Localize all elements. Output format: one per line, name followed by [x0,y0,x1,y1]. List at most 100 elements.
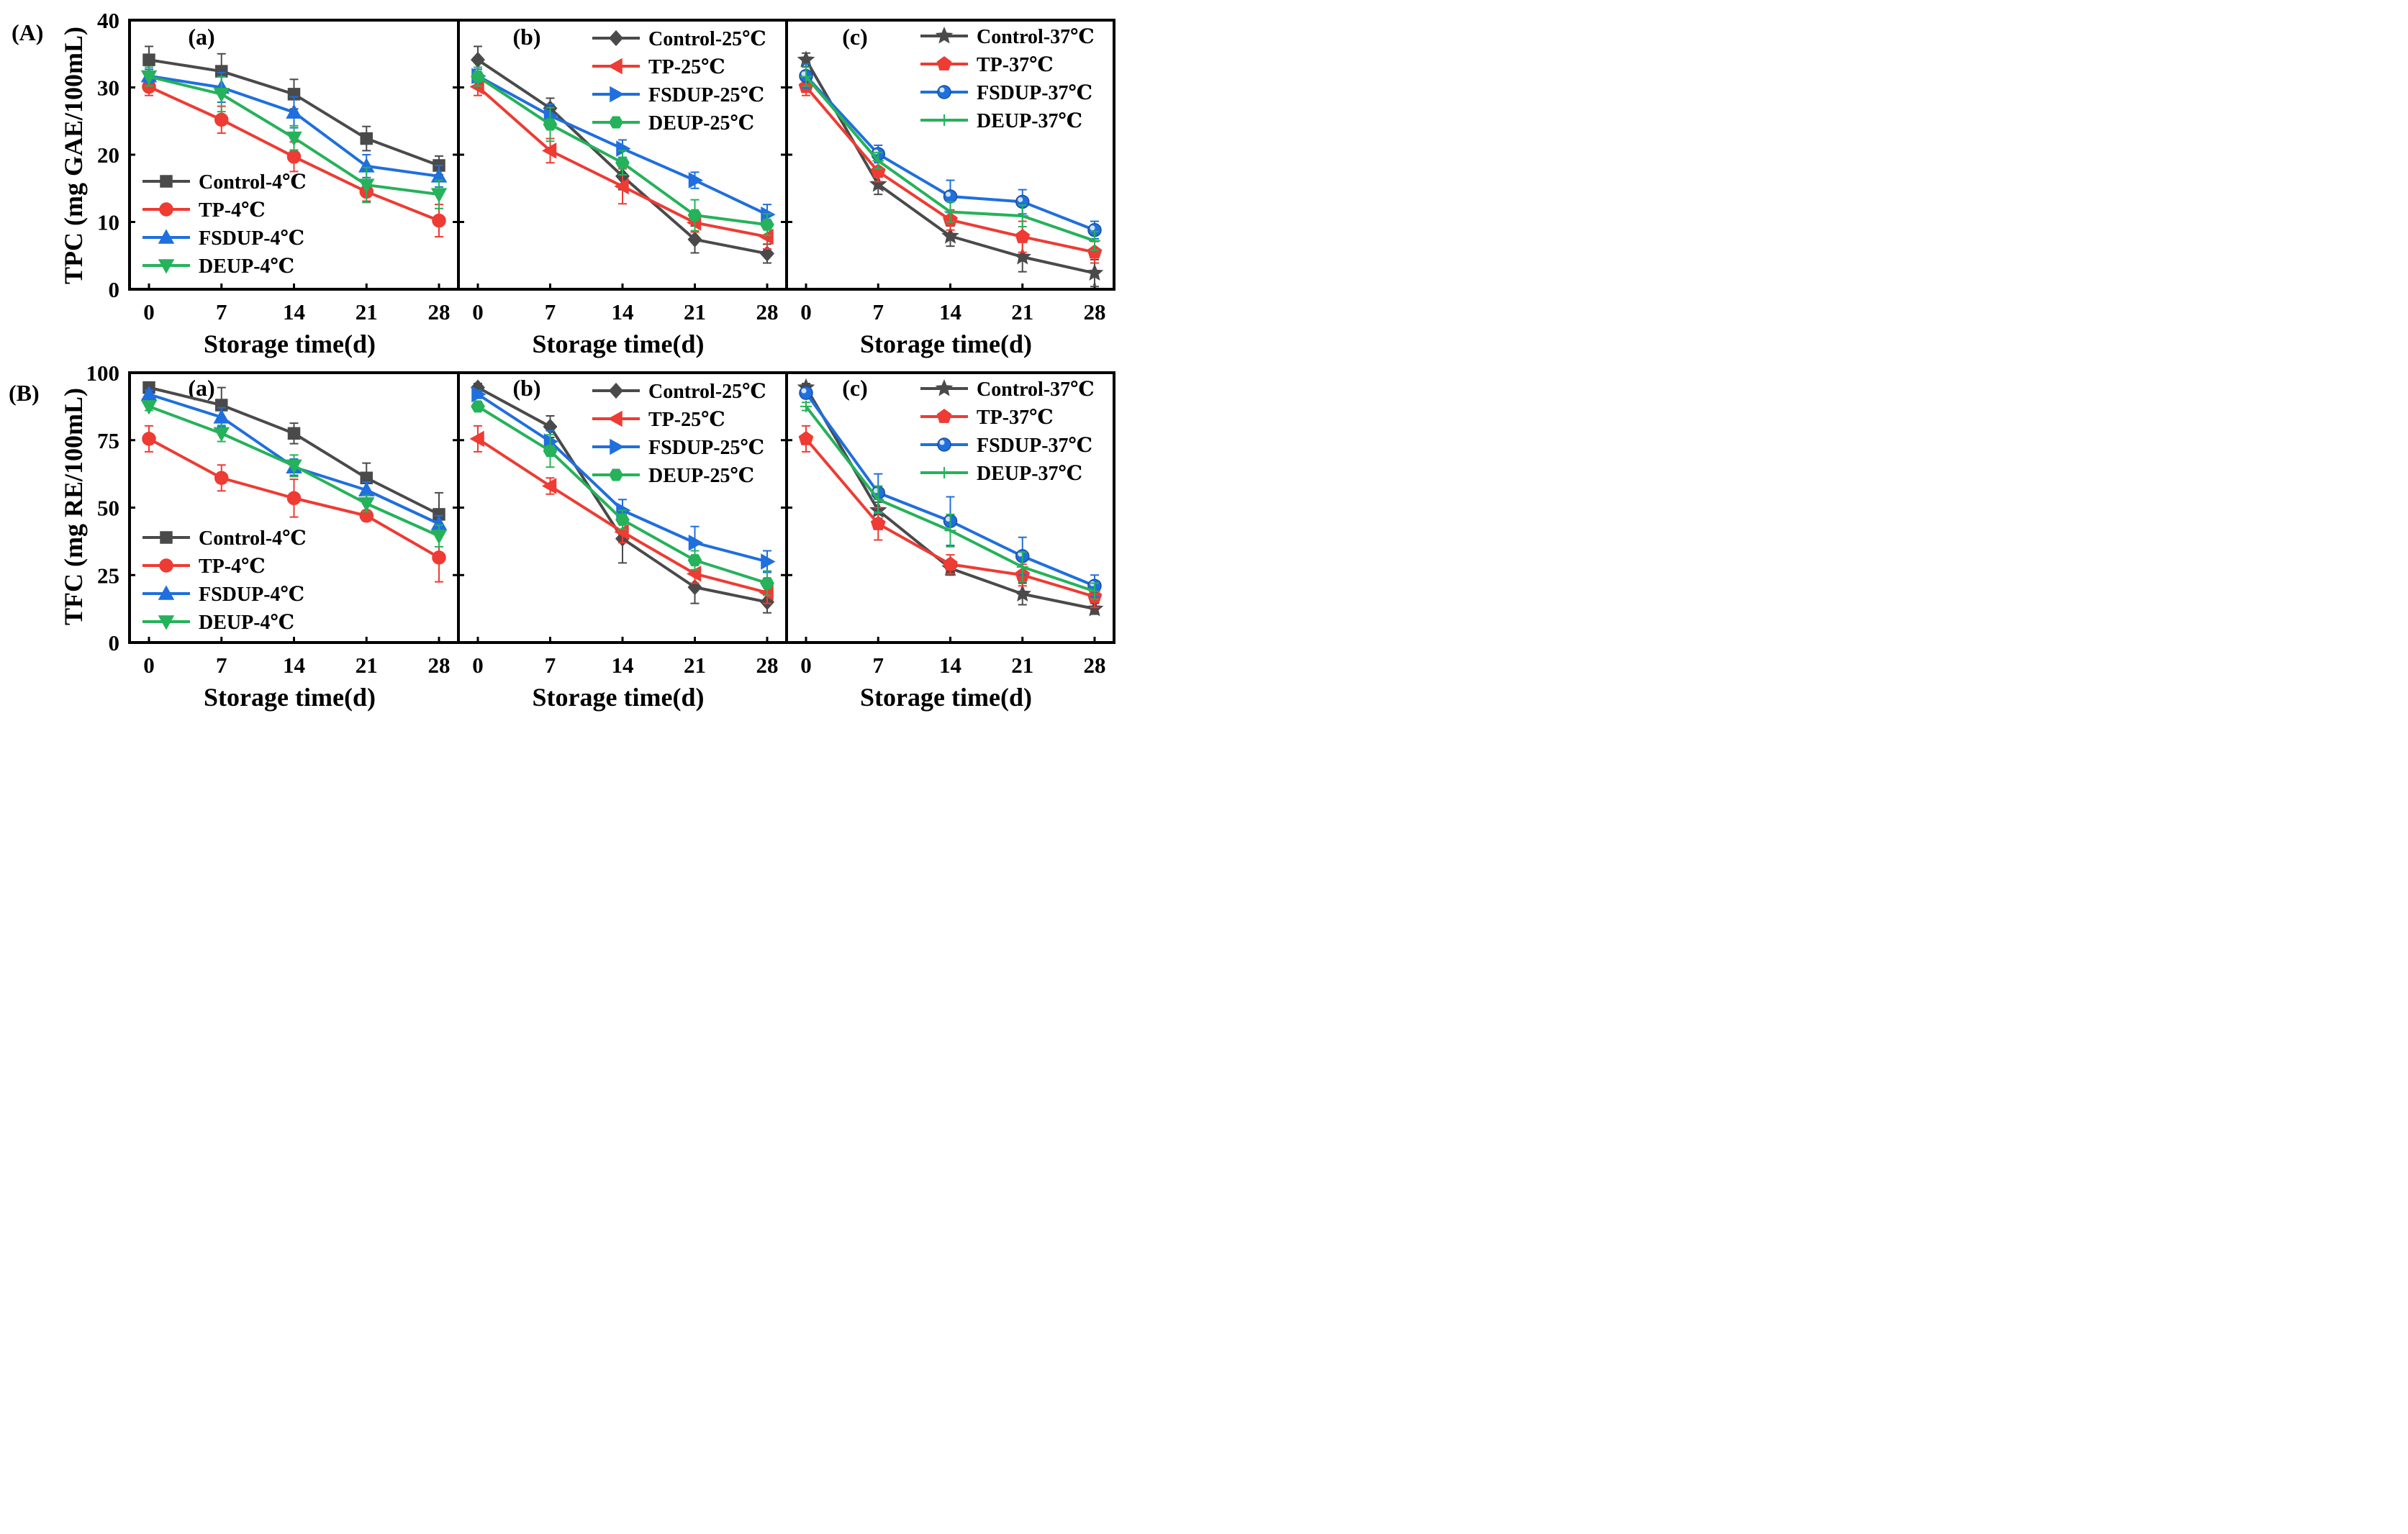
panel-B-a-xtick-label: 0 [143,653,155,678]
panel-A-a-legend-label: DEUP-4℃ [199,255,294,278]
panel-B-a-legend-item-control: Control-4℃ [142,527,307,550]
panel-B-c-tp-point [943,556,958,571]
panel-A-b-legend-item-control: Control-25℃ [592,28,766,50]
panel-A-a-legend-swatch-marker [158,259,175,274]
panel-A-a-deup-point [430,188,448,203]
panel-B-a-tp-point [142,432,156,446]
panel-A-c-xtick-label: 7 [873,299,884,324]
panel-A-c-legend-swatch-marker [935,27,954,44]
panel-B-b-fsdup-point [761,553,776,570]
figure-canvas: (A) (B) TPC (mg GAE/100mL) TFC (mg RE/10… [9,8,1115,712]
panel-B-c-legend-item-control: Control-37℃ [920,378,1095,401]
panel-B-b-deup-point [471,400,485,413]
panel-A-c-control-point [941,227,959,244]
panel-A-c-series-deup [800,66,1100,251]
panel-A-b-control-point [759,245,775,262]
panel-A-a-legend-item-fsdup: FSDUP-4℃ [142,227,304,250]
panel-A-a-legend-item-tp: TP-4℃ [142,199,266,222]
panel-B-a-legend-swatch-marker [159,558,173,573]
panel-A-a-xtick-label: 21 [356,299,378,324]
panel-A-a-legend-swatch-marker [158,229,175,244]
panel-B-a: 0 7 14 21 28 Storage time(d) 0 25 50 75 100 (a) Cont… [86,360,460,712]
panel-B-a-legend-swatch-marker [160,531,173,544]
panel-A-a-deup-point [358,178,375,194]
panel-A-b-legend-swatch-marker [608,30,624,47]
panel-A-a-control-point [142,53,155,66]
panel-B-b-xtick-label: 14 [612,653,634,678]
panel-A-c-fsdup-point [943,189,958,204]
panel-B-c-fsdup-point [799,386,813,400]
panel-A-a-xtick-label: 0 [143,299,155,324]
panel-A-c-xtick-label: 14 [939,299,961,324]
panel-B-b-series-deup [471,400,774,596]
panel-A-b-deup-point [615,156,630,169]
row-label-A: (A) [12,19,43,45]
panel-A-b-legend-swatch-marker [609,116,623,129]
panel-B-a-ytick-label: 25 [97,563,119,588]
panel-B-c-legend-item-deup: DEUP-37℃ [920,463,1082,485]
panel-A-c-deup-point [944,206,956,218]
panel-B-b-tp-point [469,430,484,448]
panel-B-a-tp-point [214,471,229,485]
panel-A-c-legend-swatch-marker [938,114,950,126]
panel-B-c-deup-point [800,400,812,412]
panel-A-b-fsdup-point [688,172,704,189]
panel-B-b-legend-swatch-marker [609,468,623,481]
panel-A-c-legend-label: FSDUP-37℃ [977,82,1092,104]
panel-A-b-legend-label: TP-25℃ [648,56,725,78]
panel-B-a-tp-point [286,491,302,506]
panel-A-b-series-deup [471,66,774,237]
panel-B-b-xtick-label: 0 [472,653,484,678]
panel-B-a-legend-label: FSDUP-4℃ [199,584,304,606]
panel-B-c-tp-point [798,430,814,445]
panel-A-a-control-point [360,132,373,145]
panel-B-c-xtick-label: 7 [873,653,884,678]
panel-A-c-tp-point [870,163,886,178]
panel-A-a-legend-label: FSDUP-4℃ [199,227,304,250]
panel-A-a-xtick-label: 7 [216,299,227,324]
panel-A-a-tp-point [286,150,302,164]
panel-A-b-deup-point [471,70,485,83]
panel-A-c-series-control [797,50,1104,288]
panel-B-a-deup-point [430,530,448,545]
row-label-B: (B) [9,380,40,406]
panel-B-b-series-control [470,379,775,614]
y-axis-title-A: TPC (mg GAE/100mL) [59,27,88,284]
panel-B-a-ytick-label: 75 [97,428,119,453]
panel-A-c-deup-point [1016,210,1028,222]
panel-A-c-legend-label: TP-37℃ [977,54,1054,76]
panel-B-a-legend: Control-4℃ TP-4℃ FSDUP-4℃ DEUP-4℃ [142,527,307,634]
panel-B-c-tp-point [870,516,886,530]
panel-A-c-control-point [869,175,887,192]
panel-A-c-xtick-label: 28 [1084,299,1106,324]
panel-B-a-legend-swatch-marker [158,615,175,630]
panel-B-b-legend-swatch-marker [610,438,625,455]
panel-B-a-fsdup-point [213,409,230,424]
panel-B-b-legend-label: Control-25℃ [648,381,766,403]
panel-B-a-tp-point [432,550,446,565]
panel-A-a-deup-point [213,88,230,103]
panel-A-a-deup-point [140,70,158,86]
panel-B-c-deup-point [944,525,956,537]
panel-B-c-fsdup-point-highlight [873,488,879,494]
panel-A-b-legend: Control-25℃ TP-25℃ FSDUP-25℃ DEUP-25℃ [592,28,766,135]
panel-A-b-legend-label: FSDUP-25℃ [648,84,764,106]
panel-B-a-legend-label: Control-4℃ [199,527,307,550]
panel-B-c-xtick-label: 0 [800,653,812,678]
panel-A-b-deup-point [687,209,702,222]
panel-A-a-legend-label: TP-4℃ [199,199,266,222]
panel-B-c-fsdup-point-highlight [801,388,807,394]
panel-A-b-xtick-label: 28 [756,299,779,324]
panel-B-b-xtick-label: 7 [545,653,556,678]
panel-A-c-fsdup-point-highlight [1018,196,1023,202]
panel-A-b-xtick-label: 14 [612,299,634,324]
panel-A-a-legend-swatch-marker [160,175,173,188]
panel-B-a-legend-item-deup: DEUP-4℃ [142,612,294,634]
panel-A-b-control-point [687,231,702,248]
panel-B-a-fsdup-point [140,386,158,401]
panel-B-a-xtick-label: 28 [428,653,451,678]
panel-A-b-legend-label: Control-25℃ [648,28,766,50]
panel-A-c-control-point [1013,248,1032,265]
panel-A-a-legend-item-control: Control-4℃ [142,171,307,194]
panel-B-c-legend-swatch-marker [938,467,950,478]
